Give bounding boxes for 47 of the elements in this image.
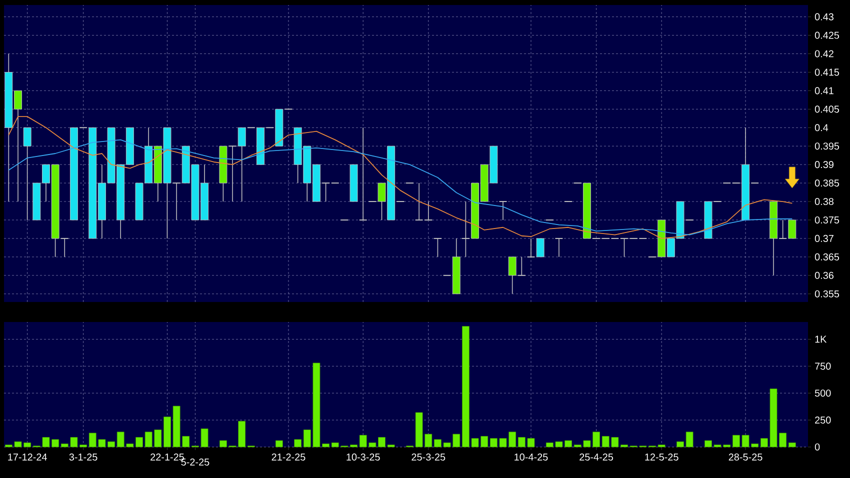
y-tick-label: 0.365	[814, 253, 840, 260]
candlestick	[554, 238, 564, 258]
y-tick-label: 750	[815, 362, 831, 370]
y-tick-label: 0.42	[814, 50, 834, 58]
y-tick-label: 0.38	[814, 198, 834, 206]
line-series	[8, 116, 793, 239]
candlestick	[23, 127, 32, 220]
y-tick-label: 0.4	[814, 124, 828, 132]
bar	[658, 444, 666, 448]
bar	[294, 439, 302, 448]
y-tick-label: 0.395	[814, 142, 840, 150]
bar	[788, 442, 796, 448]
y-tick-label: 0.36	[814, 272, 834, 279]
y-tick-label: 0.385	[814, 180, 840, 187]
bar	[387, 444, 395, 448]
y-tick-label: 0.415	[814, 68, 840, 76]
x-tick-label: 21-2-25	[272, 454, 306, 461]
x-tick-label: 25-4-25	[580, 454, 614, 461]
y-tick-label: 0.355	[814, 290, 840, 298]
candlestick	[536, 238, 544, 258]
candlestick	[498, 201, 508, 220]
y-tick-label: 0.375	[814, 216, 840, 224]
y-tick-label: 250	[815, 416, 831, 424]
y-tick-label: 0.37	[814, 234, 834, 242]
y-tick-label: 0.405	[814, 106, 840, 113]
x-tick-label: 17-12-24	[8, 454, 47, 460]
x-tick-label: 10-4-25	[514, 454, 548, 461]
x-tick-label: 25-3-25	[412, 454, 446, 461]
y-tick-label: 0.41	[814, 87, 834, 94]
y-tick-label: 500	[814, 390, 831, 397]
candlestick	[358, 127, 368, 220]
x-tick-label: 12-5-25	[645, 454, 678, 461]
y-tick-label: 0.43	[814, 13, 834, 20]
bar	[275, 440, 283, 448]
candlestick	[433, 238, 442, 258]
y-tick-label: 1K	[815, 336, 827, 343]
x-tick-label: 5-2-25	[181, 458, 210, 466]
x-tick-label: 10-3-25	[346, 454, 380, 461]
x-tick-label: 28-5-25	[728, 454, 762, 461]
x-tick-label: 22-1-25	[150, 454, 184, 461]
y-tick-label: 0	[814, 443, 820, 451]
y-tick-label: 0.39	[814, 161, 834, 168]
y-tick-label: 0.425	[814, 32, 840, 39]
candlestick	[620, 238, 628, 258]
candlestick	[526, 238, 536, 258]
x-tick-label: 3-1-25	[69, 454, 98, 461]
line-series	[8, 139, 793, 236]
